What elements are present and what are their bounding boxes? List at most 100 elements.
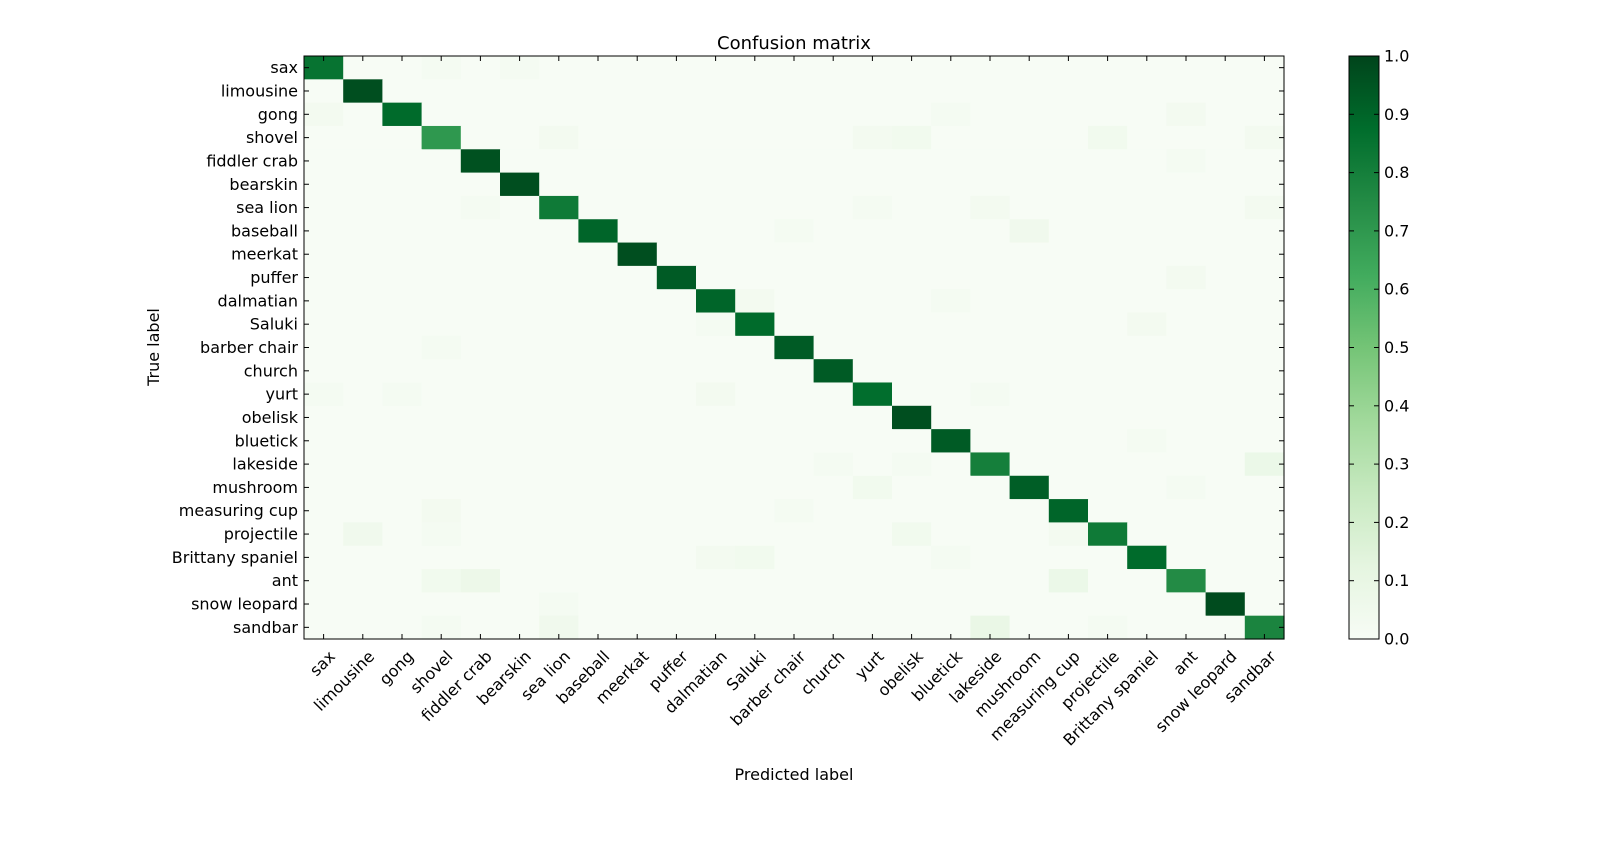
heatmap-cell-r23-c16 [931,592,971,617]
heatmap-cell-r20-c16 [931,522,971,547]
heatmap-cell-r16-c7 [578,429,619,454]
heatmap-cell-r6-c7 [578,195,619,220]
heatmap-cell-r5-c20 [1088,172,1128,197]
heatmap-cell-r6-c10 [696,195,736,220]
heatmap-cell-r12-c19 [1048,335,1089,360]
heatmap-cell-r20-c14 [852,522,893,547]
heatmap-cell-r4-c3 [421,149,462,174]
heatmap-cell-r24-c21 [1127,615,1167,640]
heatmap-cell-r17-c0 [304,452,344,477]
heatmap-cell-r3-c24 [1244,125,1285,150]
heatmap-cell-r12-c23 [1205,335,1246,360]
heatmap-cell-r9-c8 [617,265,658,290]
heatmap-cell-r15-c3 [421,405,462,430]
heatmap-cell-r0-c10 [696,56,736,80]
heatmap-cell-r22-c3 [421,569,462,593]
heatmap-cell-r10-c19 [1048,289,1089,314]
heatmap-cell-r2-c17 [970,102,1011,127]
heatmap-cell-r4-c9 [656,149,697,174]
heatmap-cell-r13-c9 [656,359,697,384]
heatmap-cell-r18-c0 [304,475,344,500]
heatmap-cell-r3-c16 [931,125,971,150]
heatmap-cell-r21-c3 [421,545,462,570]
heatmap-cell-r13-c11 [735,359,775,384]
heatmap-cell-r6-c11 [735,195,775,220]
heatmap-cell-r18-c7 [578,475,619,500]
heatmap-cell-r19-c20 [1088,499,1128,523]
heatmap-cell-r6-c18 [1009,195,1050,220]
heatmap-cell-r15-c2 [382,405,423,430]
heatmap-cell-r12-c16 [931,335,971,360]
heatmap-cell-r6-c6 [539,195,579,220]
heatmap-cell-r3-c1 [343,125,383,150]
heatmap-cell-r15-c24 [1244,405,1285,430]
heatmap-cell-r24-c2 [382,615,423,640]
heatmap-cell-r3-c12 [774,125,815,150]
heatmap-cell-r11-c0 [304,312,344,337]
heatmap-cell-r18-c14 [852,475,893,500]
heatmap-cell-r1-c23 [1205,79,1246,104]
heatmap-cell-r24-c18 [1009,615,1050,640]
heatmap-cell-r16-c21 [1127,429,1167,454]
y-tick-label: yurt [266,385,298,404]
heatmap-cell-r14-c13 [813,382,854,407]
heatmap-cell-r5-c16 [931,172,971,197]
heatmap-cell-r8-c17 [970,242,1011,267]
heatmap-cell-r19-c1 [343,499,383,523]
heatmap-cell-r6-c3 [421,195,462,220]
heatmap-cell-r13-c7 [578,359,619,384]
heatmap-cell-r15-c0 [304,405,344,430]
heatmap-cell-r7-c21 [1127,219,1167,244]
heatmap-cell-r15-c13 [813,405,854,430]
heatmap-cell-r16-c18 [1009,429,1050,454]
heatmap-cell-r0-c4 [460,56,501,80]
heatmap-cell-r4-c19 [1048,149,1089,174]
heatmap-cell-r21-c20 [1088,545,1128,570]
heatmap-cell-r1-c1 [343,79,383,104]
heatmap-cell-r18-c2 [382,475,423,500]
heatmap-cell-r5-c17 [970,172,1011,197]
heatmap-cell-r19-c4 [460,499,501,523]
heatmap-cell-r5-c21 [1127,172,1167,197]
heatmap-cell-r12-c24 [1244,335,1285,360]
heatmap-cell-r14-c21 [1127,382,1167,407]
y-axis-label: True label [144,308,163,387]
heatmap-cell-r22-c24 [1244,569,1285,593]
heatmap-cell-r19-c7 [578,499,619,523]
heatmap-cell-r4-c13 [813,149,854,174]
heatmap-cell-r3-c14 [852,125,893,150]
heatmap-cell-r6-c14 [852,195,893,220]
heatmap-cell-r11-c6 [539,312,579,337]
heatmap-cell-r8-c14 [852,242,893,267]
heatmap-cell-r23-c11 [735,592,775,617]
heatmap-cell-r14-c16 [931,382,971,407]
heatmap-cell-r1-c15 [892,79,932,104]
heatmap-cell-r11-c21 [1127,312,1167,337]
heatmap-cell-r8-c24 [1244,242,1285,267]
heatmap-cell-r13-c4 [460,359,501,384]
heatmap-cell-r5-c22 [1166,172,1207,197]
heatmap-cell-r20-c2 [382,522,423,547]
heatmap-cell-r21-c7 [578,545,619,570]
heatmap-cell-r13-c21 [1127,359,1167,384]
heatmap-cell-r7-c9 [656,219,697,244]
heatmap-cell-r5-c24 [1244,172,1285,197]
heatmap-cell-r12-c14 [852,335,893,360]
heatmap-cell-r14-c7 [578,382,619,407]
heatmap-cell-r24-c17 [970,615,1011,640]
heatmap-cell-r0-c5 [500,56,540,80]
heatmap-cell-r15-c23 [1205,405,1246,430]
heatmap-cell-r16-c20 [1088,429,1128,454]
heatmap-cell-r6-c20 [1088,195,1128,220]
heatmap-cell-r2-c11 [735,102,775,127]
heatmap-cell-r22-c7 [578,569,619,593]
heatmap-cell-r22-c12 [774,569,815,593]
heatmap-cell-r12-c12 [774,335,815,360]
heatmap-cell-r23-c18 [1009,592,1050,617]
heatmap-cell-r3-c15 [892,125,932,150]
heatmap-cell-r18-c12 [774,475,815,500]
heatmap-cell-r13-c12 [774,359,815,384]
heatmap-cell-r12-c2 [382,335,423,360]
colorbar-tick-label: 0.6 [1384,280,1409,299]
